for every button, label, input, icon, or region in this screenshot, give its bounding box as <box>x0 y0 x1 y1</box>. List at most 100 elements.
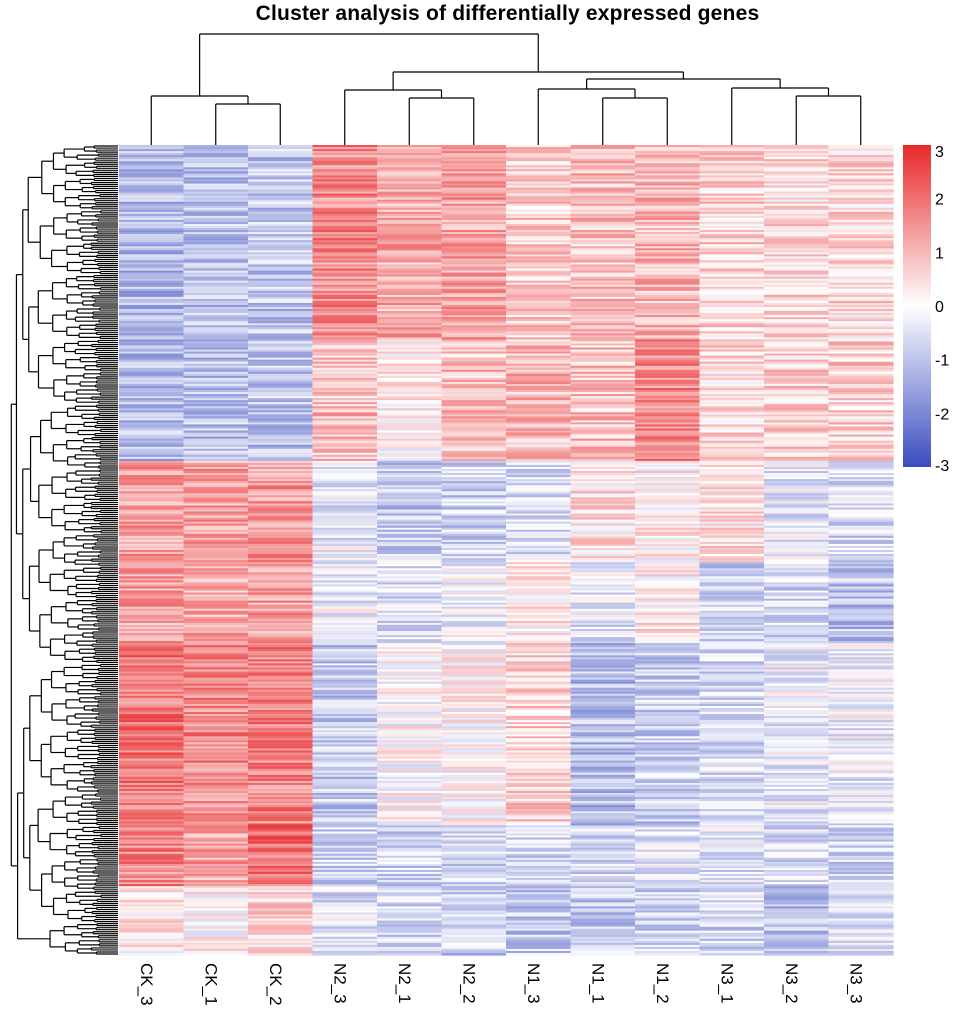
heatmap-cell <box>699 843 765 847</box>
heatmap-cell <box>764 436 830 440</box>
heatmap-cell <box>764 307 830 310</box>
heatmap-cell <box>828 319 894 322</box>
heatmap-cell <box>570 177 636 181</box>
heatmap-cell <box>828 890 894 893</box>
heatmap-cell <box>377 578 443 581</box>
heatmap-cell <box>377 252 443 255</box>
heatmap-cell <box>312 724 378 727</box>
heatmap-cell <box>570 201 636 205</box>
heatmap-cell <box>699 424 765 428</box>
heatmap-cell <box>828 930 894 934</box>
heatmap-cell <box>570 402 636 405</box>
heatmap-cell <box>764 446 830 450</box>
heatmap-cell <box>828 213 894 217</box>
heatmap-cell <box>119 898 185 901</box>
heatmap-cell <box>119 902 185 905</box>
heatmap-cell <box>183 952 249 956</box>
heatmap-cell <box>635 525 701 529</box>
heatmap-cell <box>312 347 378 351</box>
heatmap-cell <box>183 582 249 586</box>
heatmap-cell <box>699 687 765 691</box>
heatmap-cell <box>570 884 636 887</box>
heatmap-cell <box>506 300 572 304</box>
heatmap-cell <box>441 246 507 249</box>
heatmap-cell <box>506 145 572 148</box>
heatmap-cell <box>699 185 765 189</box>
heatmap-cell <box>506 635 572 638</box>
heatmap-cell <box>570 691 636 695</box>
heatmap-cell <box>699 240 765 243</box>
heatmap-cell <box>119 748 185 752</box>
heatmap-cell <box>119 602 185 606</box>
heatmap-cell <box>635 485 701 488</box>
heatmap-cell <box>441 657 507 660</box>
heatmap-cell <box>764 681 830 685</box>
heatmap-cell <box>312 438 378 442</box>
heatmap-cell <box>506 432 572 436</box>
heatmap-cell <box>441 385 507 389</box>
heatmap-cell <box>764 406 830 409</box>
heatmap-cell <box>183 547 249 551</box>
heatmap-cell <box>119 521 185 525</box>
heatmap-cell <box>119 331 185 334</box>
heatmap-cell <box>699 880 765 883</box>
heatmap-cell <box>635 471 701 474</box>
heatmap-cell <box>635 778 701 782</box>
heatmap-cell <box>441 469 507 472</box>
heatmap-cell <box>699 906 765 910</box>
heatmap-cell <box>183 912 249 916</box>
heatmap-cell <box>635 801 701 804</box>
heatmap-cell <box>183 238 249 241</box>
heatmap-cell <box>635 626 701 630</box>
heatmap-cell <box>119 313 185 316</box>
heatmap-cell <box>828 600 894 604</box>
heatmap-cell <box>764 653 830 656</box>
heatmap-cell <box>183 464 249 468</box>
heatmap-cell <box>570 673 636 677</box>
heatmap-cell <box>183 183 249 187</box>
heatmap-cell <box>699 594 765 598</box>
heatmap-cell <box>183 209 249 213</box>
heatmap-cell <box>570 191 636 195</box>
heatmap-cell <box>506 331 572 334</box>
heatmap-cell <box>377 262 443 266</box>
heatmap-cell <box>635 215 701 219</box>
heatmap-cell <box>635 450 701 454</box>
heatmap-cell <box>828 353 894 357</box>
heatmap-cell <box>635 720 701 723</box>
heatmap-cell <box>635 412 701 415</box>
heatmap-cell <box>506 932 572 936</box>
heatmap-cell <box>570 823 636 827</box>
heatmap-cell <box>828 298 894 302</box>
heatmap-cell <box>312 754 378 758</box>
heatmap-cell <box>441 687 507 691</box>
heatmap-cell <box>635 582 701 586</box>
heatmap-cell <box>635 452 701 456</box>
heatmap-cell <box>312 189 378 193</box>
heatmap-cell <box>570 928 636 932</box>
heatmap-cell <box>699 882 765 885</box>
heatmap-cell <box>441 541 507 545</box>
heatmap-cell <box>635 930 701 934</box>
heatmap-cell <box>506 922 572 926</box>
heatmap-cell <box>119 839 185 843</box>
heatmap-cell <box>377 740 443 743</box>
heatmap-cell <box>506 288 572 292</box>
heatmap-cell <box>570 432 636 436</box>
heatmap-cell <box>312 462 378 466</box>
heatmap-cell <box>248 657 314 660</box>
heatmap-cell <box>570 434 636 438</box>
heatmap-cell <box>377 236 443 239</box>
heatmap-cell <box>183 950 249 954</box>
heatmap-cell <box>377 491 443 494</box>
heatmap-cell <box>570 748 636 752</box>
heatmap-cell <box>506 560 572 563</box>
heatmap-cell <box>828 537 894 541</box>
heatmap-cell <box>441 452 507 456</box>
heatmap-cell <box>119 343 185 347</box>
heatmap-cell <box>377 464 443 468</box>
heatmap-cell <box>635 803 701 806</box>
heatmap-cell <box>635 811 701 814</box>
heatmap-cell <box>248 594 314 598</box>
heatmap-cell <box>699 485 765 488</box>
